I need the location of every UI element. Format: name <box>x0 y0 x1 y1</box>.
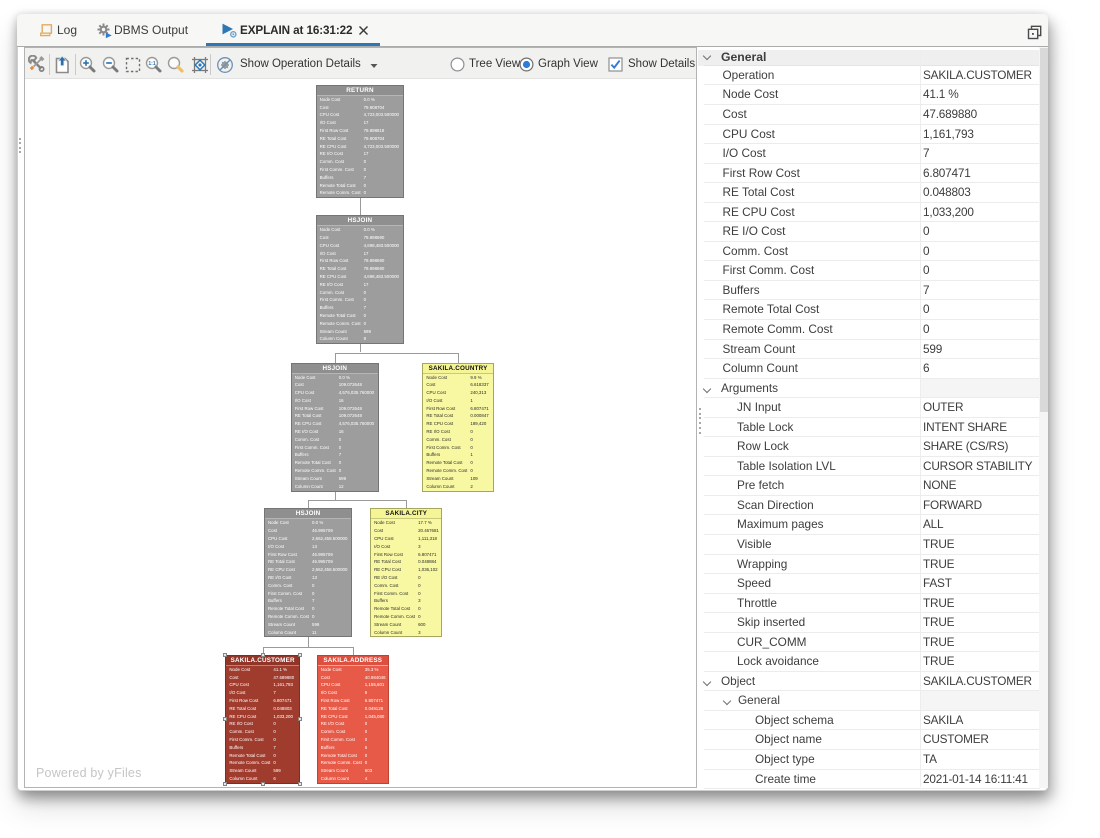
svg-text:1:1: 1:1 <box>148 61 155 67</box>
